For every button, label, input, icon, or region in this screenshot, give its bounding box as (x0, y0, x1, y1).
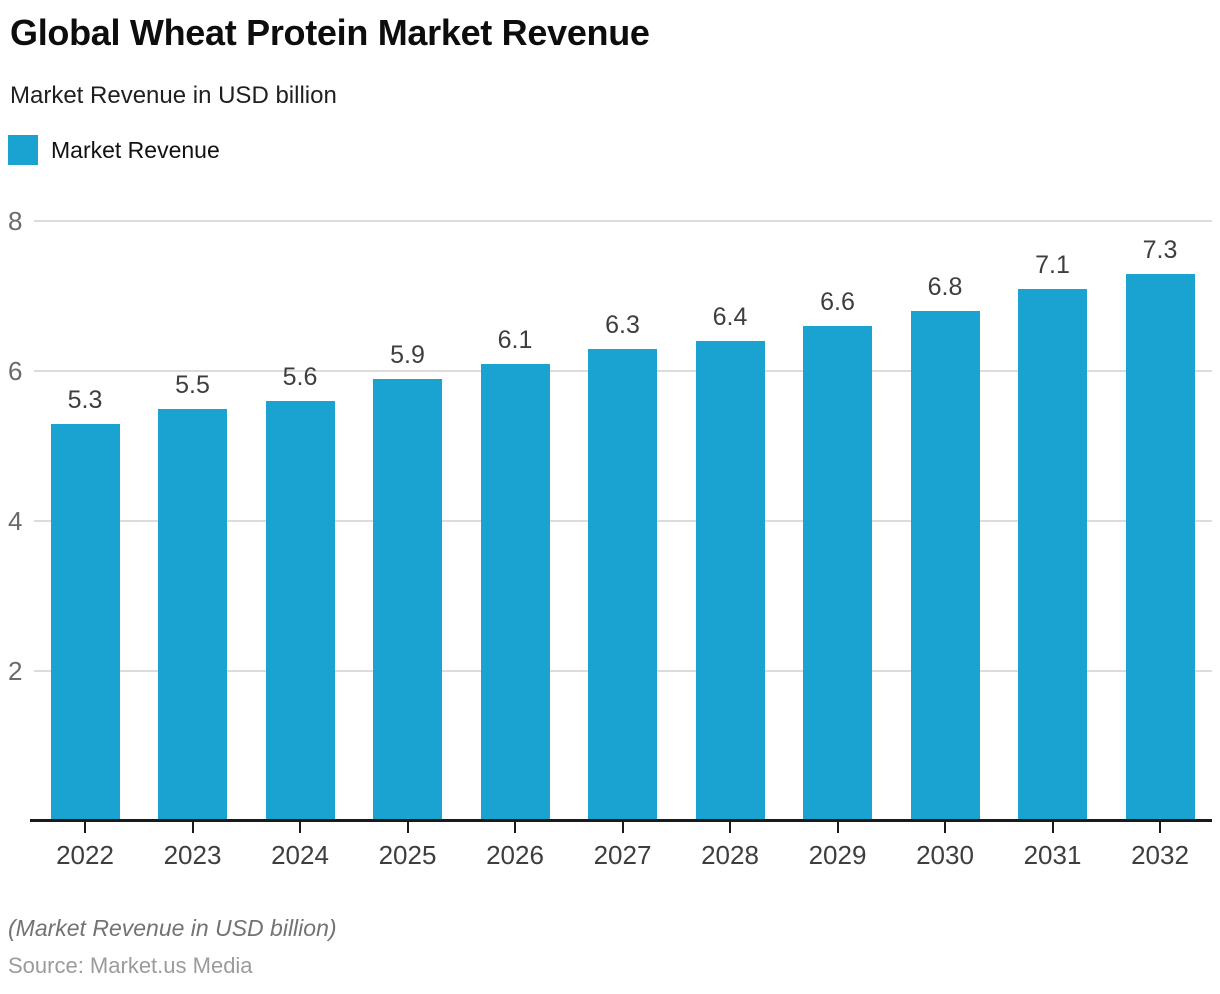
value-label-2029: 6.6 (820, 288, 855, 316)
value-label-2026: 6.1 (497, 325, 533, 354)
value-label-2031: 7.1 (1035, 250, 1070, 279)
x-axis-label-2022: 2022 (56, 840, 114, 870)
bar-2030[interactable] (910, 311, 980, 821)
value-label-2032: 7.3 (1142, 235, 1178, 264)
value-label-2027: 6.3 (605, 310, 640, 339)
bar-2022[interactable] (50, 423, 120, 821)
bar-2028[interactable] (695, 341, 765, 821)
y-axis-label-6: 6 (8, 356, 23, 386)
value-label-2025: 5.9 (390, 340, 425, 369)
x-axis-label-2026: 2026 (486, 840, 544, 870)
value-label-2028: 6.4 (712, 303, 748, 331)
y-axis-label-8: 8 (8, 206, 23, 236)
bar-2023[interactable] (158, 408, 227, 821)
x-axis-label-2023: 2023 (163, 840, 222, 870)
chart-title: Global Wheat Protein Market Revenue (10, 12, 650, 53)
x-tick-2026 (514, 822, 516, 833)
legend-item-market-revenue[interactable]: Market Revenue (8, 135, 220, 165)
value-label-2024: 5.6 (282, 363, 318, 391)
footnote: (Market Revenue in USD billion) (8, 915, 337, 941)
x-tick-2025 (406, 822, 409, 833)
x-tick-2028 (729, 822, 731, 833)
x-axis-label-2028: 2028 (701, 840, 759, 870)
x-tick-2027 (621, 822, 624, 833)
bar-2027[interactable] (588, 348, 657, 821)
x-axis-label-2032: 2032 (1131, 840, 1189, 870)
x-tick-2030 (944, 822, 946, 833)
x-tick-2031 (1051, 822, 1054, 833)
bar-2025[interactable] (373, 378, 442, 821)
x-tick-2024 (299, 822, 301, 833)
bar-2031[interactable] (1018, 288, 1087, 821)
x-tick-2029 (836, 822, 839, 833)
x-tick-2032 (1159, 822, 1161, 833)
x-axis-label-2031: 2031 (1023, 840, 1082, 870)
bar-2032[interactable] (1125, 273, 1195, 821)
value-label-2030: 6.8 (927, 273, 963, 301)
x-axis-label-2030: 2030 (916, 840, 974, 870)
source-credit: Source: Market.us Media (8, 953, 253, 978)
bar-2029[interactable] (803, 326, 872, 821)
gridline-8 (34, 220, 1212, 222)
bar-2024[interactable] (265, 401, 335, 821)
x-tick-2023 (191, 822, 194, 833)
legend-swatch-icon (8, 135, 38, 165)
x-tick-2022 (84, 822, 86, 833)
x-axis-label-2027: 2027 (593, 840, 652, 870)
x-axis-label-2025: 2025 (378, 840, 437, 870)
bar-2026[interactable] (480, 363, 550, 821)
legend-label: Market Revenue (51, 137, 220, 163)
y-axis-label-2: 2 (8, 656, 23, 686)
value-label-2022: 5.3 (67, 385, 103, 414)
chart-subtitle: Market Revenue in USD billion (10, 82, 337, 109)
x-axis-label-2029: 2029 (808, 840, 867, 870)
x-axis-line (30, 819, 1212, 822)
value-label-2023: 5.5 (175, 370, 210, 399)
y-axis-label-4: 4 (8, 506, 23, 536)
x-axis-label-2024: 2024 (271, 840, 329, 870)
